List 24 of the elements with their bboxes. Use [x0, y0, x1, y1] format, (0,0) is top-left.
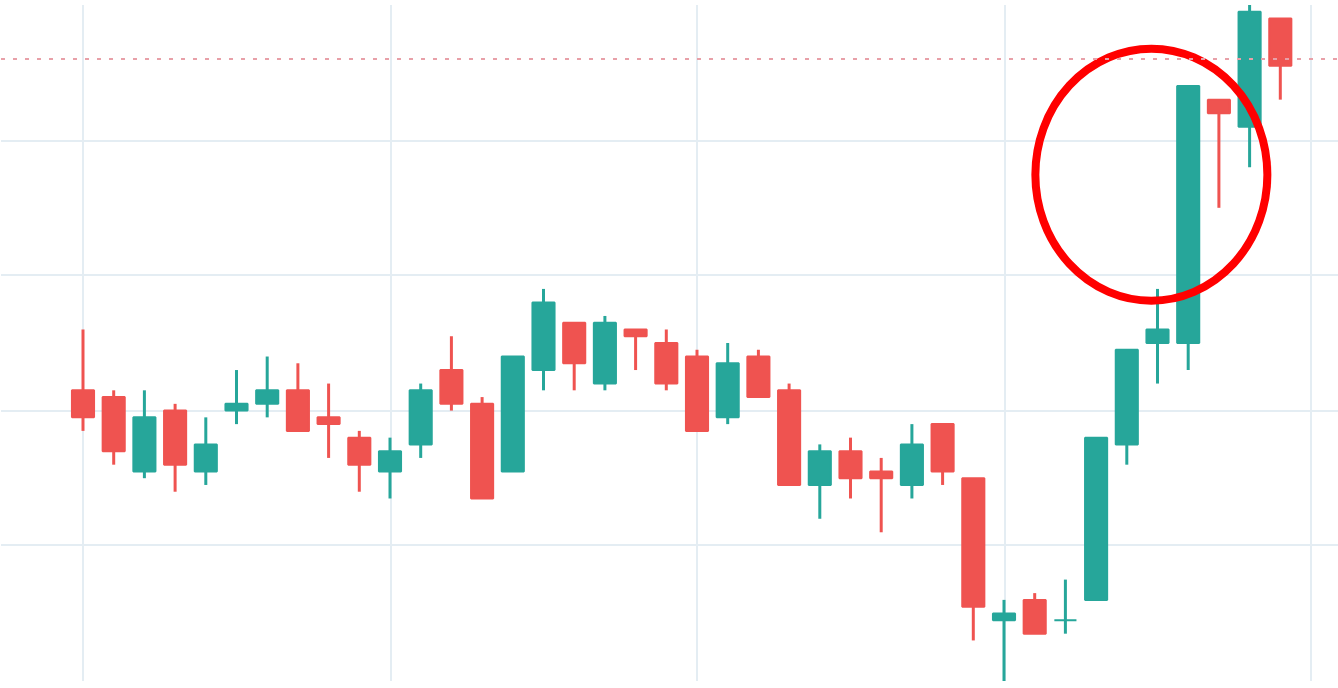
candlestick: [1206, 98, 1231, 210]
candlestick: [930, 422, 955, 487]
candlestick: [869, 456, 894, 534]
candlestick: [562, 321, 587, 392]
candlestick: [746, 348, 771, 399]
candlestick: [991, 598, 1017, 681]
candlestick: [347, 429, 372, 494]
candlestick: [285, 361, 310, 433]
candlestick: [654, 327, 679, 392]
candlestick: [623, 327, 648, 372]
candlestick: [255, 355, 280, 419]
candlestick: [316, 382, 341, 460]
candlestick: [70, 327, 96, 433]
candlestick: [377, 436, 403, 500]
candlestick: [1053, 578, 1078, 636]
candlestick: [439, 334, 464, 413]
candlestick: [899, 422, 924, 500]
candlestick: [224, 368, 249, 426]
candlestick: [1022, 591, 1047, 636]
candlestick: [807, 442, 832, 521]
candlestick: [193, 415, 218, 487]
candlestick: [838, 436, 863, 500]
candlestick: [1268, 17, 1293, 102]
candlestick: [1145, 287, 1170, 386]
